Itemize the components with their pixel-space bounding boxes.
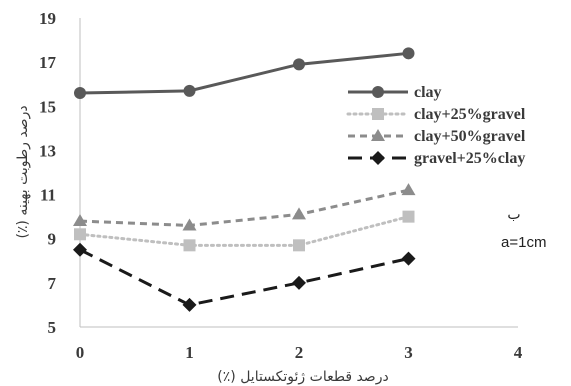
data-point	[292, 275, 306, 290]
data-point	[293, 58, 305, 71]
spacing-annotation: a=1cm	[501, 234, 546, 251]
y-axis-title: درصد رطوبت بهینه (٪)	[15, 105, 31, 238]
x-tick-label: 1	[185, 343, 194, 362]
y-tick-label: 9	[48, 230, 57, 249]
data-point	[182, 297, 197, 312]
series-layer	[73, 47, 416, 312]
x-tick-label: 0	[76, 343, 85, 362]
data-point	[74, 228, 86, 241]
x-tick-label: 3	[404, 343, 413, 362]
legend-item: clay+25%gravel	[346, 106, 526, 123]
y-tick-label: 5	[48, 318, 57, 337]
data-point	[402, 47, 415, 60]
legend-item: clay	[348, 84, 442, 101]
data-point	[183, 84, 196, 97]
legend-marker	[372, 108, 384, 120]
series-line	[79, 248, 409, 307]
legend-marker	[371, 151, 385, 165]
legend-label: clay+25%gravel	[414, 106, 526, 123]
data-point	[401, 251, 416, 266]
y-tick-label: 19	[39, 9, 56, 28]
y-tick-label: 11	[40, 186, 56, 205]
legend-item: gravel+25%clay	[348, 150, 525, 167]
data-point	[292, 207, 306, 220]
legend-label: clay	[414, 84, 442, 101]
y-tick-label: 13	[39, 141, 56, 160]
legend-label: gravel+25%clay	[414, 150, 525, 167]
series-gravel-25-clay	[73, 242, 416, 312]
legend-item: clay+50%gravel	[348, 128, 526, 145]
data-point	[73, 214, 87, 227]
x-tick-label: 4	[514, 343, 523, 362]
data-point	[182, 218, 197, 231]
data-point	[401, 183, 416, 196]
series-clay-25-gravel	[74, 210, 415, 252]
series-clay-50-gravel	[73, 183, 416, 231]
panel-label: ب	[507, 207, 520, 223]
data-point	[73, 242, 87, 257]
y-tick-label: 15	[39, 97, 56, 116]
legend: clay clay+25%gravel clay+50%gravel gravel+2…	[346, 84, 526, 167]
series-line	[78, 215, 410, 247]
y-tick-label: 17	[39, 53, 57, 72]
legend-marker	[371, 129, 385, 141]
x-tick-label: 2	[295, 343, 304, 362]
series-line	[79, 51, 409, 95]
data-point	[183, 239, 196, 252]
data-point	[74, 87, 86, 100]
data-point	[293, 239, 305, 252]
x-axis-title: درصد قطعات ژئوتکستایل (٪)	[217, 369, 388, 385]
series-line	[79, 188, 409, 227]
legend-label: clay+50%gravel	[414, 128, 526, 145]
data-point	[402, 210, 415, 223]
y-tick-label: 7	[48, 274, 57, 293]
axes: 5 7 9 11 13 15 17 19 0 1 2 3 4	[39, 9, 523, 362]
legend-marker	[372, 86, 384, 98]
series-clay	[74, 47, 415, 100]
